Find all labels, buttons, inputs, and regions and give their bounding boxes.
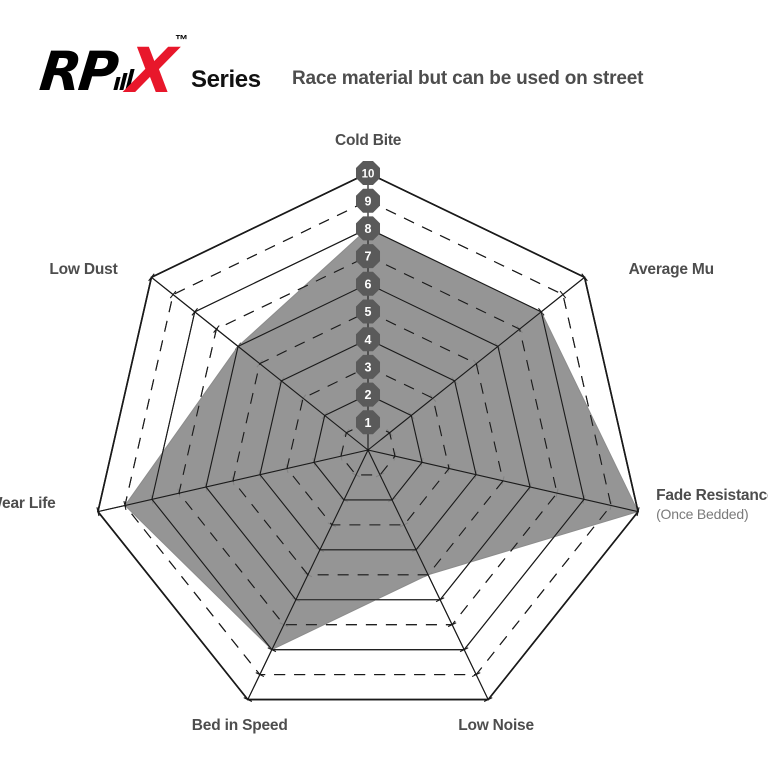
axis-label-text: Bed in Speed bbox=[191, 716, 288, 734]
axis-label-fade-resistance: Fade Resistance (Once Bedded) bbox=[656, 486, 768, 524]
scale-badge-3 bbox=[355, 354, 381, 379]
rpx-series-logo: RP X ™ Series bbox=[36, 32, 261, 107]
grid-ring-overlay-8 bbox=[151, 227, 585, 651]
grid-ring-overlay-2 bbox=[313, 393, 423, 501]
grid-ring-overlay-5 bbox=[232, 310, 504, 576]
axis-label-low-dust: Low Dust bbox=[49, 260, 117, 279]
scale-badge-4 bbox=[355, 327, 381, 352]
scale-badge-5 bbox=[355, 299, 381, 324]
scale-badge-label-10: 10 bbox=[362, 169, 375, 181]
grid-ring-overlay-1 bbox=[340, 421, 396, 476]
axis-label-cold-bite: Cold Bite bbox=[335, 131, 401, 150]
page-subtitle: Race material but can be used on street bbox=[292, 68, 644, 89]
scale-badge-6 bbox=[355, 271, 381, 296]
grid-ring-overlay-6 bbox=[205, 283, 531, 601]
axis-label-text: Fade Resistance bbox=[656, 486, 768, 504]
axis-label-wear-life: Wear Life bbox=[0, 494, 56, 513]
scale-badge-label-7: 7 bbox=[365, 250, 372, 264]
logo-series-text: Series bbox=[190, 66, 261, 93]
radar-spoke-overlay-3 bbox=[367, 449, 489, 700]
scale-badge-10 bbox=[355, 160, 381, 186]
grid-ring-overlay-7 bbox=[178, 255, 558, 626]
scale-badge-label-9: 9 bbox=[365, 194, 372, 208]
scale-badge-label-6: 6 bbox=[365, 277, 372, 291]
grid-ring-overlay-10 bbox=[97, 172, 639, 701]
trademark-symbol: ™ bbox=[174, 32, 188, 47]
scale-badge-label-2: 2 bbox=[365, 388, 372, 402]
scale-badge-label-5: 5 bbox=[365, 305, 372, 319]
radar-spoke-overlay-5 bbox=[97, 449, 369, 513]
axis-label-bed-in-speed: Bed in Speed bbox=[192, 716, 288, 735]
radar-spoke-overlay-1 bbox=[367, 276, 585, 451]
axis-label-low-noise: Low Noise bbox=[458, 716, 534, 735]
grid-ring-overlay-3 bbox=[286, 366, 450, 526]
scale-badge-2 bbox=[355, 382, 381, 407]
radar-chart-svg: 1 2 3 4 5 6 7 8 9 10 bbox=[96, 160, 640, 703]
axis-label-text: Cold Bite bbox=[335, 132, 402, 149]
scale-badge-8 bbox=[355, 216, 381, 241]
axis-label-text: Low Dust bbox=[49, 260, 118, 278]
axis-label-sublabel: (Once Bedded) bbox=[656, 505, 749, 522]
scale-badge-label-1: 1 bbox=[365, 416, 372, 430]
scale-badge-label-4: 4 bbox=[365, 333, 372, 347]
axis-label-text: Low Noise bbox=[458, 716, 534, 734]
scale-badge-1 bbox=[355, 410, 381, 435]
axis-label-text: Wear Life bbox=[0, 495, 56, 513]
radar-spoke-overlay-4 bbox=[247, 449, 369, 700]
logo-rp-text: RP bbox=[36, 40, 119, 103]
grid-ring-overlay-4 bbox=[259, 338, 477, 551]
scale-badge-label-8: 8 bbox=[365, 222, 372, 236]
radar-spoke-overlay-2 bbox=[367, 449, 639, 513]
axis-label-text: Average Mu bbox=[628, 260, 714, 278]
logo-x-text: X bbox=[124, 34, 178, 107]
grid-ring-overlay-9 bbox=[124, 200, 612, 676]
scale-badge-7 bbox=[355, 244, 381, 269]
radar-spoke-overlay-6 bbox=[151, 276, 369, 451]
scale-badge-9 bbox=[355, 188, 381, 213]
page-header: RP X ™ Series Race material but can be u… bbox=[0, 0, 768, 118]
scale-badge-label-3: 3 bbox=[365, 361, 372, 375]
axis-label-average-mu: Average Mu bbox=[629, 260, 714, 279]
radar-chart-container: 1 2 3 4 5 6 7 8 9 10 Cold Bite Average Mu Fade Resi… bbox=[0, 118, 768, 768]
